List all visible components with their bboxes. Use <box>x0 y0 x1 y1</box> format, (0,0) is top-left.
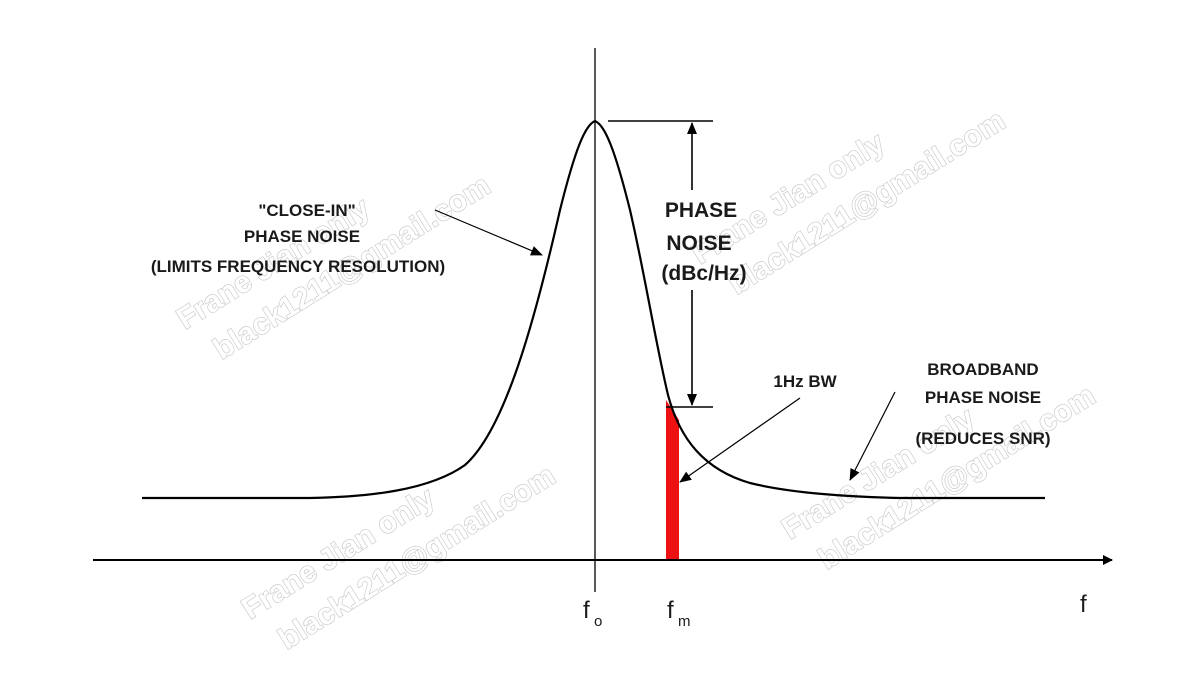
bandwidth-label: 1Hz BW <box>773 372 837 391</box>
fm-main: f <box>667 597 674 624</box>
phase-noise-label: PHASE NOISE (dBc/Hz) <box>661 199 746 285</box>
close-in-pointer-arrow <box>434 209 543 256</box>
broadband-label-line1: BROADBAND <box>927 360 1038 379</box>
fm-axis-label: f m <box>667 597 691 630</box>
watermark-1: Frane Jian only black1211@gmail.com <box>171 168 497 367</box>
f0-axis-label: f o <box>583 597 602 630</box>
fm-subscript: m <box>678 613 691 630</box>
close-in-label-line2: PHASE NOISE <box>244 227 360 246</box>
broadband-label-line3: (REDUCES SNR) <box>915 429 1050 448</box>
f0-main: f <box>583 597 590 624</box>
close-in-label-line1: "CLOSE-IN" <box>258 201 355 220</box>
bandwidth-bar <box>666 400 679 560</box>
phase-noise-label-line2: NOISE <box>666 232 731 255</box>
phase-noise-label-line3: (dBc/Hz) <box>661 262 746 285</box>
broadband-label: BROADBAND PHASE NOISE (REDUCES SNR) <box>915 360 1050 448</box>
watermark-3: Frane Jian only black1211@gmail.com <box>236 458 562 657</box>
phase-noise-label-line1: PHASE <box>665 199 737 222</box>
frequency-axis-label: f <box>1080 591 1087 618</box>
close-in-label-line3: (LIMITS FREQUENCY RESOLUTION) <box>151 257 445 276</box>
f0-subscript: o <box>594 613 602 630</box>
phase-noise-curve <box>142 119 1045 500</box>
close-in-label: "CLOSE-IN" PHASE NOISE (LIMITS FREQUENCY… <box>151 201 445 276</box>
broadband-label-line2: PHASE NOISE <box>925 388 1041 407</box>
bw-pointer-arrow <box>679 397 801 483</box>
broadband-pointer-arrow <box>849 391 896 481</box>
